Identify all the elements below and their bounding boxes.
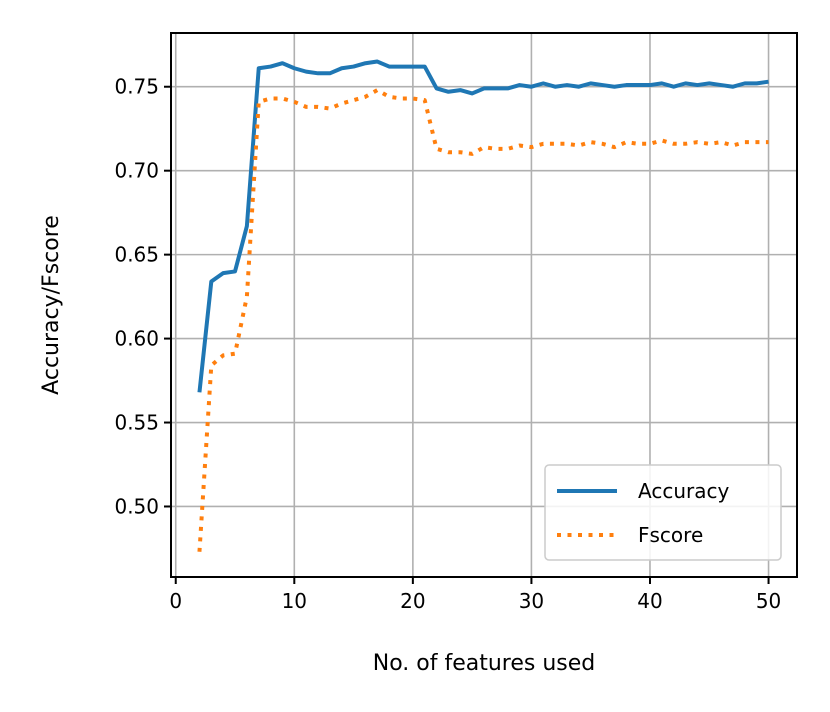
x-tick-label: 0 bbox=[169, 589, 182, 613]
y-tick-label: 0.60 bbox=[114, 327, 159, 351]
y-tick-label: 0.50 bbox=[114, 494, 159, 518]
legend-box bbox=[544, 464, 782, 561]
grid bbox=[171, 33, 797, 577]
y-tick-label: 0.65 bbox=[114, 243, 159, 267]
series-line-fscore bbox=[197, 88, 769, 552]
x-tick-label: 10 bbox=[282, 589, 307, 613]
y-tick-label: 0.75 bbox=[114, 75, 159, 99]
y-tick-label: 0.55 bbox=[114, 411, 159, 435]
y-tick-label: 0.70 bbox=[114, 159, 159, 183]
ticks: 0 10 20 30 40 50 0.50 0.55 0.60 0.65 0.70 0.75 bbox=[114, 75, 781, 613]
y-axis-label: Accuracy/Fscore bbox=[39, 215, 64, 395]
x-tick-label: 20 bbox=[400, 589, 425, 613]
x-tick-label: 40 bbox=[637, 589, 662, 613]
x-tick-label: 30 bbox=[519, 589, 544, 613]
series-line-accuracy bbox=[197, 59, 769, 393]
x-axis-label: No. of features used bbox=[373, 651, 596, 676]
legend-label-fscore: Fscore bbox=[638, 523, 703, 547]
series-group bbox=[197, 59, 769, 552]
legend: Accuracy Fscore bbox=[544, 464, 782, 561]
x-tick-label: 50 bbox=[756, 589, 781, 613]
plot-frame bbox=[170, 32, 798, 578]
legend-label-accuracy: Accuracy bbox=[638, 479, 729, 503]
